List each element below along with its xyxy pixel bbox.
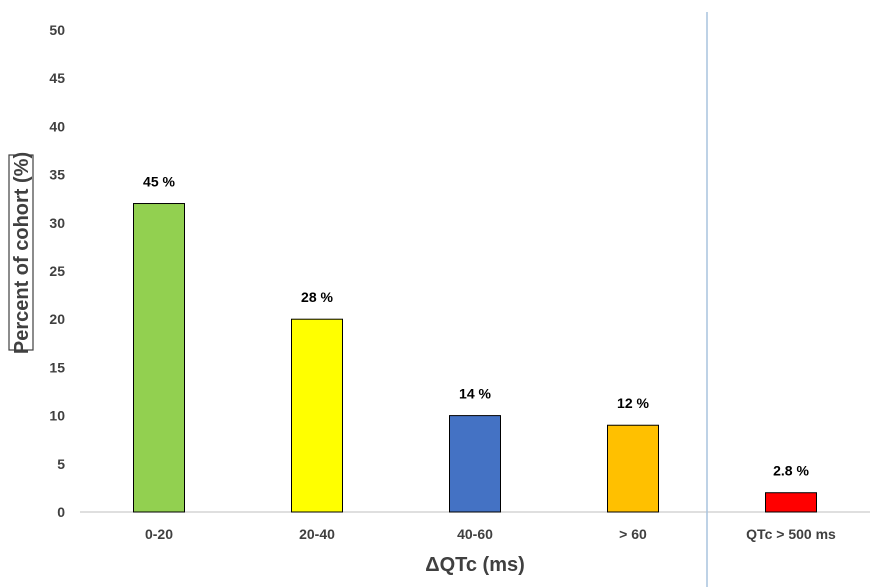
y-tick-label: 20 (49, 311, 65, 327)
bar (765, 492, 817, 513)
bar (133, 203, 185, 513)
bar (291, 318, 343, 513)
data-labels: 45 % 28 % 14 % 12 % 2.8 % (143, 174, 809, 479)
y-tick-label: 50 (49, 22, 65, 38)
x-tick-label: QTc > 500 ms (746, 526, 836, 542)
y-tick-label: 25 (49, 263, 65, 279)
x-tick-label: > 60 (619, 526, 647, 542)
y-tick-label: 45 (49, 70, 65, 86)
y-tick-label: 5 (57, 456, 65, 472)
y-axis-title-box (8, 154, 34, 351)
x-tick-label: 20-40 (299, 526, 335, 542)
y-tick-label: 0 (57, 504, 65, 520)
bars (133, 203, 817, 513)
data-label: 45 % (143, 174, 175, 190)
y-axis-ticks: 0 5 10 15 20 25 30 35 40 45 50 (49, 22, 65, 520)
data-label: 14 % (459, 386, 491, 402)
y-tick-label: 35 (49, 167, 65, 183)
y-tick-label: 10 (49, 408, 65, 424)
y-tick-label: 15 (49, 359, 65, 375)
category-labels: 0-20 20-40 40-60 > 60 QTc > 500 ms (145, 526, 836, 542)
bar (449, 415, 501, 513)
y-tick-label: 40 (49, 118, 65, 134)
x-axis-title: ΔQTc (ms) (425, 554, 525, 576)
bar (607, 424, 659, 513)
y-tick-label: 30 (49, 215, 65, 231)
x-tick-label: 40-60 (457, 526, 493, 542)
data-label: 2.8 % (773, 463, 809, 479)
x-tick-label: 0-20 (145, 526, 173, 542)
data-label: 12 % (617, 395, 649, 411)
data-label: 28 % (301, 289, 333, 305)
y-axis-title: Percent of cohort (%) (11, 152, 33, 354)
